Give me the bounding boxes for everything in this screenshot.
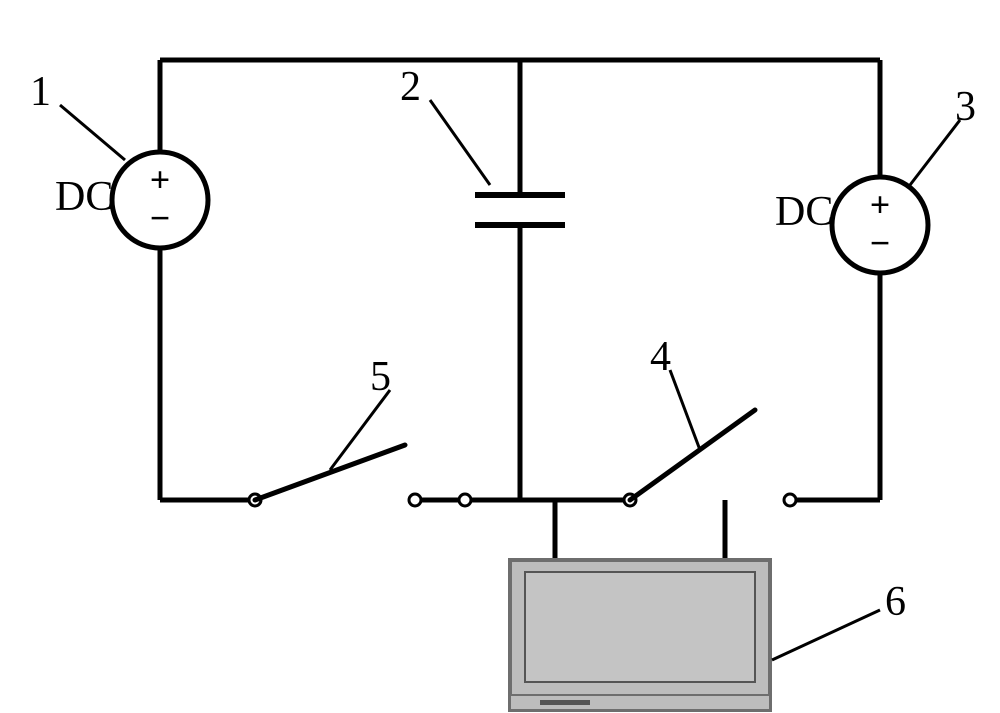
dc-minus-3: −: [870, 223, 891, 263]
callout-label-4: 4: [650, 334, 671, 380]
callout-line-6: [772, 610, 880, 660]
callout-label-1: 1: [30, 69, 51, 115]
callout-label-3: 3: [955, 84, 976, 130]
switch-contact-left-4: [459, 494, 471, 506]
device-slot: [540, 700, 590, 705]
dc-plus-1: +: [150, 159, 171, 199]
callout-line-4: [670, 370, 700, 450]
callout-line-5: [330, 390, 390, 470]
callout-label-2: 2: [400, 64, 421, 110]
callout-line-3: [910, 120, 960, 185]
switch-arm-5: [255, 445, 405, 500]
device-screen: [525, 572, 755, 682]
dc-label-3: DC: [775, 189, 833, 235]
dc-label-1: DC: [55, 174, 113, 220]
switch-contact-left-5: [409, 494, 421, 506]
dc-plus-3: +: [870, 184, 891, 224]
callout-label-5: 5: [370, 354, 391, 400]
callout-line-2: [430, 100, 490, 185]
dc-minus-1: −: [150, 198, 171, 238]
callout-label-6: 6: [885, 579, 906, 625]
callout-line-1: [60, 105, 125, 160]
switch-contact-right-4: [784, 494, 796, 506]
circuit-diagram: +−DC+−DC132546: [0, 0, 1000, 713]
switch-arm-4: [630, 410, 755, 500]
